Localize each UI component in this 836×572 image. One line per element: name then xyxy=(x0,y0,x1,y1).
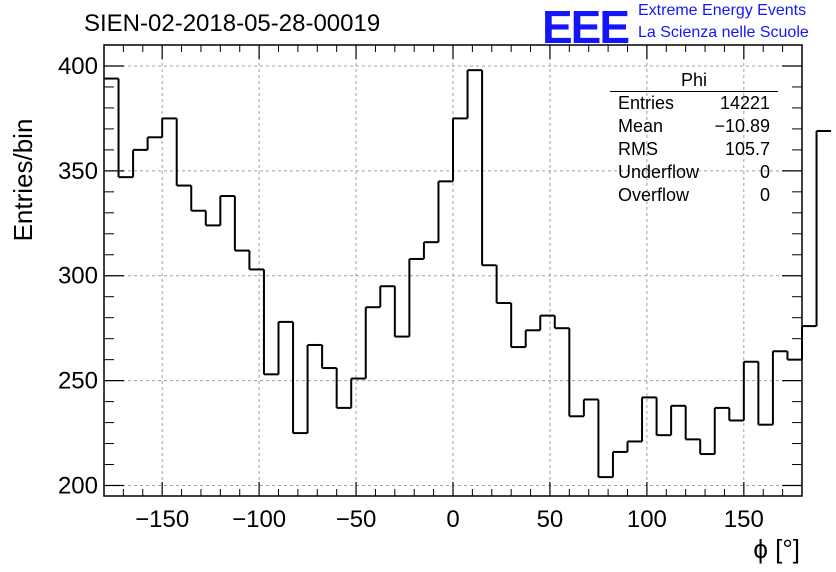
logo-subtitle-2: La Scienza nelle Scuole xyxy=(638,24,809,41)
stats-value: −10.89 xyxy=(714,116,770,136)
stats-value: 105.7 xyxy=(724,139,770,159)
stats-title: Phi xyxy=(610,70,778,92)
stats-row-overflow: Overflow 0 xyxy=(610,184,778,207)
x-tick-label: −150 xyxy=(135,506,189,533)
y-tick-label: 350 xyxy=(58,158,98,185)
x-tick-label: −100 xyxy=(232,506,286,533)
tick-labels: −150 −100 −50 0 50 100 150 200 250 300 350 400 xyxy=(58,53,764,533)
x-tick-label: 150 xyxy=(724,506,764,533)
x-tick-label: −50 xyxy=(336,506,377,533)
x-tick-label: 50 xyxy=(537,506,564,533)
y-tick-label: 250 xyxy=(58,368,98,395)
y-axis-label: Entries/bin xyxy=(8,119,38,242)
histogram-series xyxy=(104,69,832,479)
stats-label: RMS xyxy=(618,139,658,159)
stats-label: Entries xyxy=(618,93,675,113)
x-tick-label: 100 xyxy=(627,506,667,533)
chart-title: SIEN-02-2018-05-28-00019 xyxy=(84,10,381,37)
stats-label: Underflow xyxy=(618,162,700,182)
stats-value: 0 xyxy=(759,162,770,182)
stats-row-entries: Entries 14221 xyxy=(610,92,778,115)
stats-row-rms: RMS 105.7 xyxy=(610,138,778,161)
y-tick-label: 200 xyxy=(58,473,98,500)
axis-ticks xyxy=(104,44,802,496)
y-tick-label: 400 xyxy=(58,53,98,80)
logo-subtitle-1: Extreme Energy Events xyxy=(638,2,807,19)
stats-value: 0 xyxy=(759,185,770,205)
stats-row-mean: Mean −10.89 xyxy=(610,115,778,138)
stats-label: Overflow xyxy=(618,185,690,205)
stats-box: Phi Entries 14221 Mean −10.89 RMS 105.7 … xyxy=(610,70,778,207)
eee-logo: EEE xyxy=(542,1,630,53)
stats-label: Mean xyxy=(618,116,664,136)
stats-row-underflow: Underflow 0 xyxy=(610,161,778,184)
y-tick-label: 300 xyxy=(58,263,98,290)
stats-value: 14221 xyxy=(719,93,770,113)
x-axis-label: ϕ [°] xyxy=(753,534,800,564)
x-tick-label: 0 xyxy=(446,506,459,533)
